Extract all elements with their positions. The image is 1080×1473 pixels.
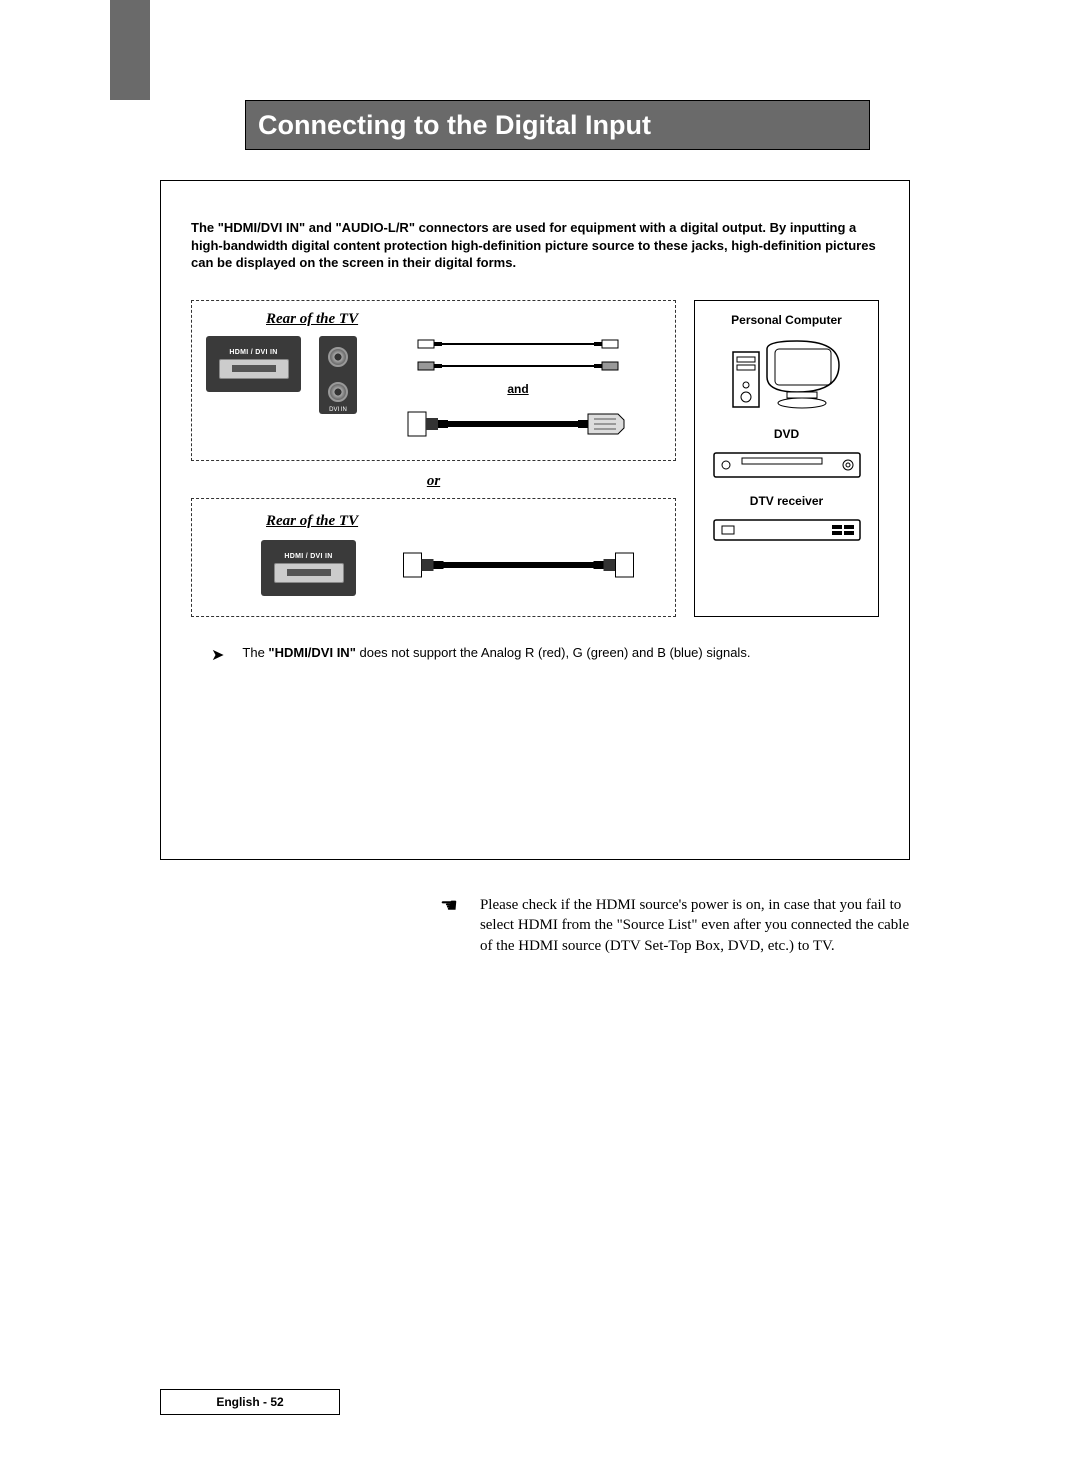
and-label: and: [375, 382, 661, 396]
dvd-icon: [712, 451, 862, 484]
cable-area-1: and: [375, 336, 661, 444]
rca-cable-red: [375, 358, 661, 374]
hdmi-slot-icon: [219, 359, 289, 379]
content-row: Rear of the TV HDMI / DVI IN DVI IN: [191, 300, 879, 617]
diagram-box-2: Rear of the TV HDMI / DVI IN: [191, 498, 676, 617]
audio-jack-l: [328, 347, 348, 367]
rear-label-1: Rear of the TV: [266, 311, 661, 328]
dvi-in-label: DVI IN: [329, 407, 347, 413]
note-row: ➤ The "HDMI/DVI IN" does not support the…: [191, 645, 879, 665]
hand-icon: ☚: [440, 893, 458, 956]
device-label-dtv: DTV receiver: [750, 494, 823, 508]
section-title: Connecting to the Digital Input: [258, 110, 651, 141]
note-prefix: The: [242, 645, 268, 660]
main-content-box: The "HDMI/DVI IN" and "AUDIO-L/R" connec…: [160, 180, 910, 860]
hdmi-port-label: HDMI / DVI IN: [229, 349, 277, 356]
hdmi-slot-icon-2: [274, 563, 344, 583]
section-header: Connecting to the Digital Input: [245, 100, 870, 150]
intro-text: The "HDMI/DVI IN" and "AUDIO-L/R" connec…: [191, 219, 879, 272]
page-footer: English - 52: [160, 1389, 340, 1415]
hdmi-to-dvi-cable: [375, 404, 661, 444]
bottom-tip: ☚ Please check if the HDMI source's powe…: [440, 895, 920, 956]
note-bold: "HDMI/DVI IN": [268, 645, 355, 660]
rear-label-2: Rear of the TV: [266, 513, 661, 530]
note-rest: does not support the Analog R (red), G (…: [356, 645, 751, 660]
device-label-pc: Personal Computer: [731, 313, 842, 327]
note-text: The "HDMI/DVI IN" does not support the A…: [242, 645, 750, 660]
dtv-icon: [712, 518, 862, 549]
device-label-dvd: DVD: [774, 427, 799, 441]
diagram-box-1: Rear of the TV HDMI / DVI IN DVI IN: [191, 300, 676, 461]
hdmi-port-label-2: HDMI / DVI IN: [284, 553, 332, 560]
tip-text: Please check if the HDMI source's power …: [480, 895, 920, 956]
audio-jack-r: [328, 382, 348, 402]
pc-icon: [727, 337, 847, 417]
hdmi-to-hdmi-cable: [386, 545, 661, 590]
diagrams-column: Rear of the TV HDMI / DVI IN DVI IN: [191, 300, 676, 617]
rca-cable-white: [375, 336, 661, 352]
footer-text: English - 52: [216, 1395, 283, 1409]
hdmi-port-panel: HDMI / DVI IN: [206, 336, 301, 392]
audio-port-panel: DVI IN: [319, 336, 357, 414]
or-label: or: [191, 473, 676, 490]
diagram2-row: HDMI / DVI IN: [206, 540, 661, 596]
hdmi-port-panel-2: HDMI / DVI IN: [261, 540, 356, 596]
note-arrow-icon: ➤: [211, 645, 224, 665]
devices-column: Personal Computer DVD: [694, 300, 879, 617]
diagram1-row: HDMI / DVI IN DVI IN: [206, 336, 661, 444]
left-accent-bar: [110, 0, 150, 100]
